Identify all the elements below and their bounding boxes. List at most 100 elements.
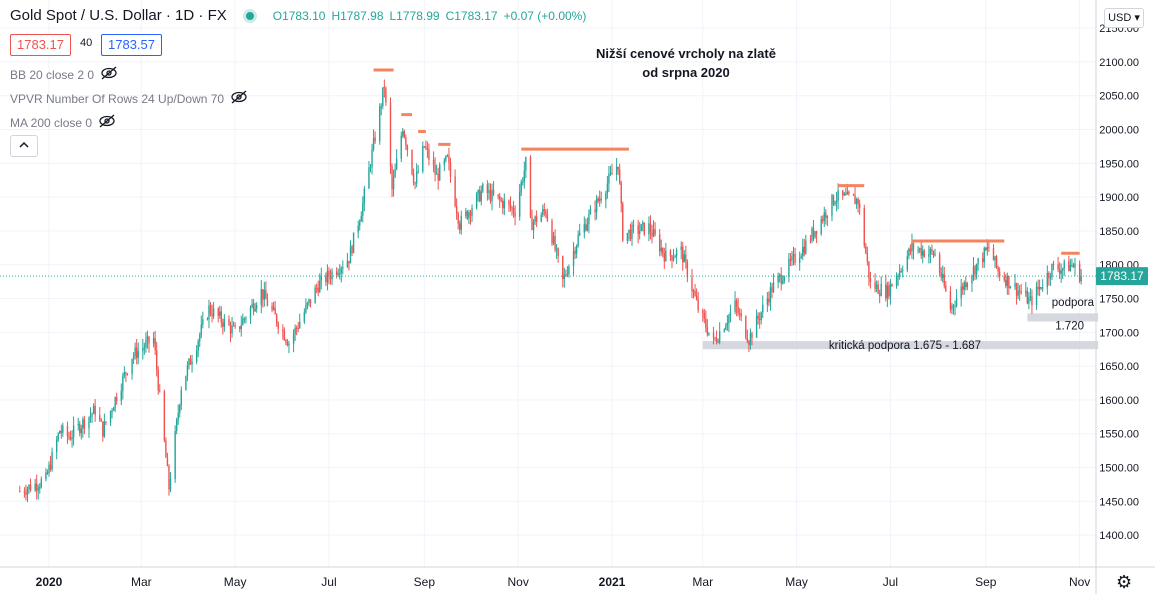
candle-body [566,274,569,276]
candle-body [888,285,890,297]
candle-body [1029,296,1032,298]
buy-price-button[interactable]: 1783.57 [101,34,162,56]
candle-body [955,298,958,307]
candle-body [315,287,318,289]
candle-body [600,198,602,201]
candle-body [868,261,870,278]
eye-hidden-icon[interactable] [230,90,248,107]
collapse-legend-button[interactable] [10,135,38,157]
candle-body [508,200,510,204]
candle-body [671,255,673,261]
candle-body [640,224,642,231]
candle-body [523,170,526,182]
candle-body [295,327,298,329]
candle-body [792,253,795,257]
candle-body [1072,264,1075,268]
candle-body [359,221,361,226]
gear-icon[interactable]: ⚙ [1116,572,1133,592]
candle-body [855,199,858,205]
candle-body [1042,287,1044,289]
candle-body [299,321,301,328]
candle-body [843,193,845,196]
candle-body [112,408,115,411]
candle-body [572,250,575,267]
candle-body [917,249,919,251]
candle-body [111,410,113,412]
candle-body [918,248,921,250]
candle-body [437,173,439,181]
candle-body [48,464,50,474]
candle-body [217,308,219,316]
candle-body [1048,272,1050,279]
candle-body [1060,270,1062,274]
candle-body [878,293,881,296]
y-tick-label: 1750.00 [1099,294,1139,306]
candle-body [317,288,319,293]
candle-body [457,213,459,224]
candle-body [188,358,190,366]
low-value: L1778.99 [389,8,440,23]
candle-body [66,425,69,437]
candle-body [886,285,889,299]
eye-hidden-icon[interactable] [98,114,116,131]
candle-body [123,372,126,376]
candle-body [845,193,847,195]
candle-body [92,405,95,414]
high-value: H1787.98 [331,8,384,23]
candle-body [900,271,902,273]
candle-body [631,224,633,240]
candle-body [234,325,236,327]
candle-body [154,338,156,351]
change-value: +0.07 (+0.00%) [503,8,587,23]
candle-body [638,230,641,234]
candle-body [1026,291,1029,304]
candle-body [40,479,43,487]
symbol-title[interactable]: Gold Spot / U.S. Dollar · 1D · FX [10,7,227,24]
candle-body [339,273,341,275]
eye-hidden-icon[interactable] [100,66,118,83]
x-tick-label: Mar [692,575,713,589]
candle-body [19,491,21,493]
candle-body [848,191,850,195]
candle-body [583,224,586,233]
candle-body [414,182,416,184]
candle-body [702,310,704,313]
candle-body [337,273,339,275]
candle-body [1052,263,1055,265]
indicator-label: BB 20 close 2 0 [10,67,95,82]
currency-select[interactable]: USD ▾ [1104,8,1144,28]
candle-body [509,203,512,208]
candle-body [294,327,296,334]
candle-body [782,281,784,284]
candle-body [532,221,535,230]
candle-body [220,311,222,323]
indicator-bb[interactable]: BB 20 close 2 0 [10,66,118,83]
candle-body [642,222,644,225]
candle-body [758,319,761,321]
candle-body [1049,277,1052,279]
candle-body [609,173,612,175]
candle-body [434,165,436,175]
candle-body [931,248,933,252]
candle-body [812,228,815,238]
last-price-label: 1783.17 [1100,269,1144,283]
candle-body [902,269,904,272]
candle-body [348,260,350,264]
candle-body [500,199,502,201]
candle-body [415,172,418,184]
indicator-ma[interactable]: MA 200 close 0 [10,114,116,131]
candle-body [488,190,490,194]
candle-body [69,437,72,440]
candle-body [952,305,955,307]
candle-body [263,290,266,300]
candle-body [272,307,275,310]
candle-body [229,325,232,334]
sell-price-button[interactable]: 1783.17 [10,34,71,56]
candle-body [891,283,893,287]
indicator-vpvr[interactable]: VPVR Number Of Rows 24 Up/Down 70 [10,90,248,107]
candle-body [262,289,264,300]
candle-body [266,299,269,306]
candle-body [125,372,127,374]
candle-body [649,223,652,233]
